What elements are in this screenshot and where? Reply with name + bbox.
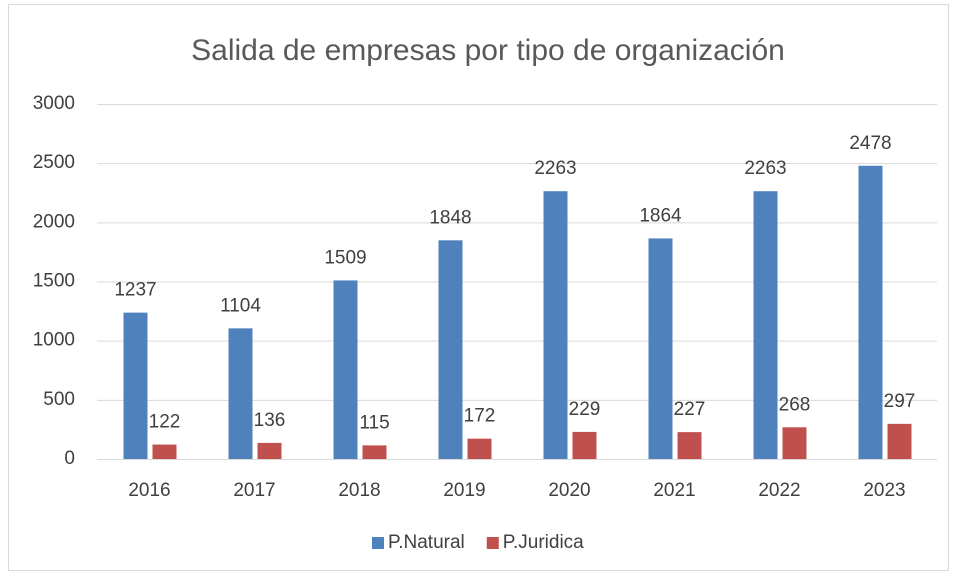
bar — [858, 165, 883, 459]
data-label: 2263 — [534, 158, 576, 179]
data-label: 2478 — [849, 133, 891, 154]
y-tick-label: 0 — [64, 448, 75, 469]
bar — [543, 191, 568, 459]
legend-label: P.Juridica — [503, 532, 584, 553]
data-label: 136 — [254, 410, 286, 431]
bar — [648, 238, 673, 459]
bar — [887, 423, 912, 459]
x-tick-label: 2021 — [653, 480, 695, 501]
data-label: 2263 — [744, 158, 786, 179]
chart-border — [8, 4, 949, 571]
x-tick-label: 2017 — [233, 480, 275, 501]
y-tick-label: 2500 — [33, 152, 75, 173]
data-label: 122 — [149, 412, 181, 433]
y-tick-label: 500 — [43, 389, 75, 410]
legend-swatch — [372, 537, 384, 549]
bar — [333, 280, 358, 459]
x-tick-label: 2023 — [863, 480, 905, 501]
data-label: 229 — [569, 399, 601, 420]
bar — [782, 427, 807, 459]
legend-swatch — [486, 537, 499, 549]
x-tick-label: 2019 — [443, 480, 485, 501]
bar — [467, 438, 492, 459]
data-label: 1848 — [429, 207, 471, 228]
bar — [677, 432, 702, 459]
bar — [257, 442, 282, 459]
bar — [438, 240, 463, 459]
y-tick-label: 1500 — [33, 271, 75, 292]
data-label: 1864 — [639, 205, 682, 226]
y-tick-label: 1000 — [33, 330, 75, 351]
x-tick-label: 2018 — [338, 480, 380, 501]
data-label: 1509 — [324, 247, 366, 268]
data-label: 172 — [464, 406, 496, 427]
x-tick-label: 2022 — [758, 480, 800, 501]
chart-title: Salida de empresas por tipo de organizac… — [191, 34, 785, 67]
x-tick-label: 2016 — [128, 480, 170, 501]
data-label: 1104 — [220, 295, 261, 316]
bar — [753, 191, 778, 459]
bar — [228, 328, 253, 459]
bar — [572, 431, 597, 459]
data-label: 227 — [674, 399, 706, 420]
data-label: 1237 — [114, 280, 156, 301]
x-tick-label: 2020 — [548, 480, 590, 501]
bar — [123, 312, 148, 459]
y-tick-label: 2000 — [33, 211, 75, 232]
data-label: 268 — [779, 394, 811, 415]
y-tick-label: 3000 — [33, 93, 75, 114]
data-label: 297 — [884, 391, 916, 412]
legend-label: P.Natural — [388, 532, 465, 553]
bar — [362, 445, 387, 459]
data-label: 115 — [359, 412, 389, 433]
bar — [152, 444, 177, 459]
